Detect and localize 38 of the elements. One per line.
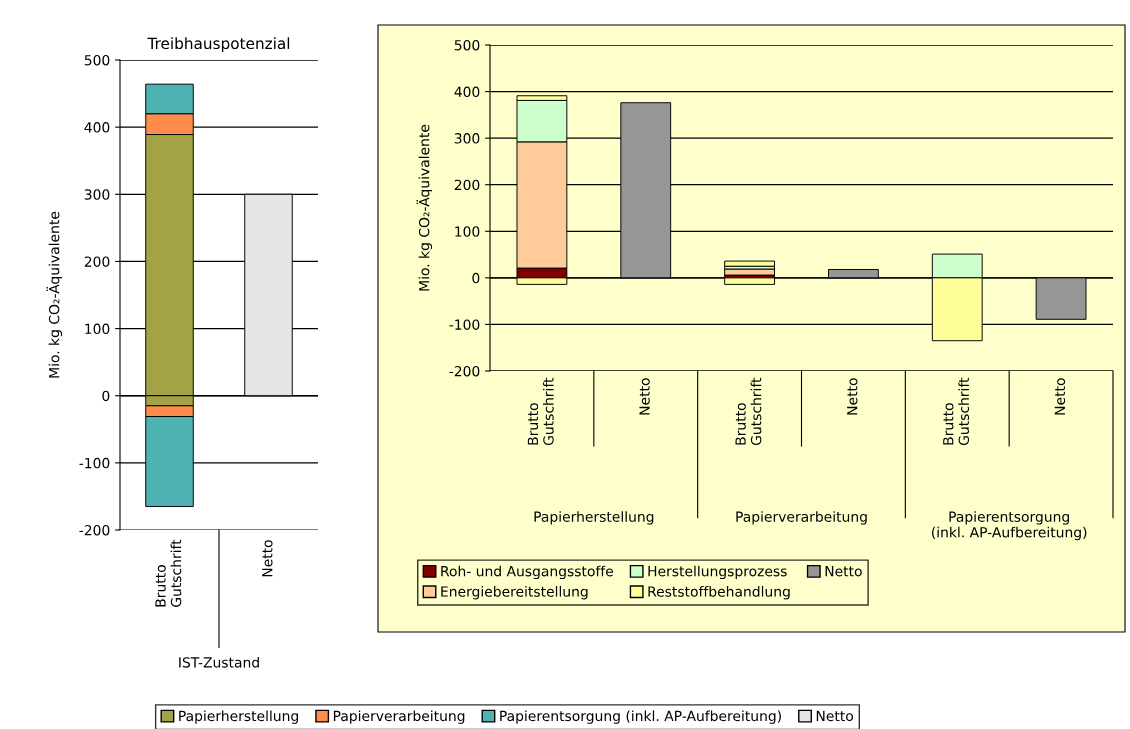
legend-label: Papierentsorgung (inkl. AP-Aufbereitung) <box>500 710 781 724</box>
text: IST-Zustand <box>179 656 259 668</box>
y-tick-label: -100 <box>79 457 110 469</box>
y-tick-label: 400 <box>454 86 480 98</box>
text: Papierentsorgung (inkl. AP-Aufbereitung) <box>932 511 1087 541</box>
text: Papierverarbeitung <box>736 511 867 525</box>
y-tick-label: -100 <box>449 319 480 330</box>
legend-label: Reststoffbehandlung <box>648 586 790 600</box>
legend-label: Papierverarbeitung <box>333 710 465 724</box>
y-tick-label: 100 <box>455 226 480 237</box>
legend-label: Netto <box>816 710 854 722</box>
x-tick-label: Brutto Gutschrift <box>943 377 970 446</box>
x-tick-label: Netto <box>639 378 650 415</box>
legend-label: Herstellungsprozess <box>648 565 787 580</box>
legend-label: Energiebereitstellung <box>441 586 588 600</box>
y-tick-label: 300 <box>84 189 110 200</box>
x-tick-label: Brutto Gutschrift <box>527 377 554 446</box>
y-tick-label: -200 <box>79 524 110 536</box>
legend-label: Roh- und Ausgangsstoffe <box>441 565 614 580</box>
x-tick-label: Brutto Gutschrift <box>735 377 762 446</box>
y-tick-label: -200 <box>449 365 480 377</box>
y-tick-label: 0 <box>472 272 480 284</box>
y-tick-label: 0 <box>102 390 110 402</box>
x-tick-label: Netto <box>847 378 858 415</box>
x-tick-label: Netto <box>1054 378 1066 415</box>
x-tick-label: Brutto Gutschrift <box>155 539 182 607</box>
y-axis-title: Mio. kg CO₂-Äquivalente <box>416 124 433 291</box>
y-tick-label: 500 <box>454 39 480 51</box>
y-tick-label: 400 <box>84 122 110 133</box>
chart-title: Treibhauspotenzial <box>147 37 290 53</box>
y-axis-title: Mio. kg CO₂-Äquivalente <box>46 211 63 378</box>
y-tick-label: 200 <box>84 256 110 267</box>
legend-label: Papierherstellung <box>179 710 298 724</box>
y-tick-label: 500 <box>84 54 110 66</box>
y-tick-label: 100 <box>85 323 110 335</box>
y-tick-label: 300 <box>454 133 480 144</box>
text: Papierherstellung <box>534 511 654 525</box>
y-tick-label: 200 <box>454 179 480 191</box>
